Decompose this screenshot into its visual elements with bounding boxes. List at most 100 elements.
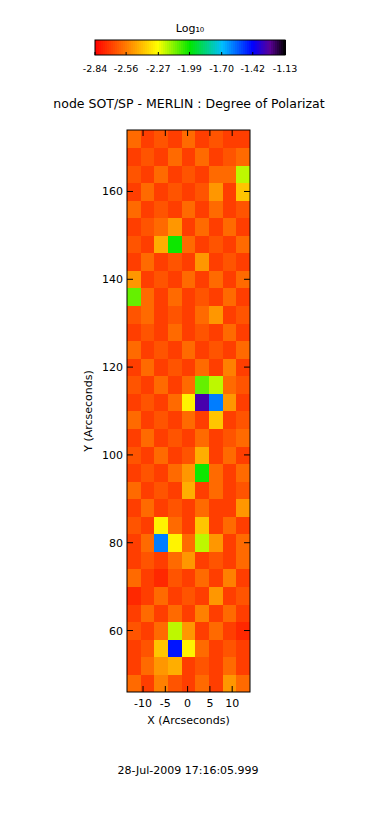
- colorbar-tick-label: -1.13: [273, 63, 298, 74]
- cell: [127, 148, 141, 166]
- cell: [154, 148, 168, 166]
- cell: [168, 130, 182, 148]
- cell: [168, 358, 182, 376]
- cell: [154, 569, 168, 587]
- cell: [154, 534, 168, 552]
- cell: [223, 674, 237, 692]
- cell: [141, 130, 155, 148]
- cell: [182, 358, 196, 376]
- chart: Log₁₀-2.84-2.56-2.27-1.99-1.70-1.42-1.13…: [0, 0, 378, 816]
- cell: [168, 499, 182, 517]
- cell: [209, 569, 223, 587]
- cell: [236, 323, 250, 341]
- cell: [182, 499, 196, 517]
- cell: [168, 218, 182, 236]
- cell: [141, 358, 155, 376]
- cell: [168, 534, 182, 552]
- cell: [168, 552, 182, 570]
- cell: [195, 306, 209, 324]
- cell: [195, 587, 209, 605]
- cell: [154, 323, 168, 341]
- cell: [195, 148, 209, 166]
- cell: [154, 235, 168, 253]
- cell: [154, 481, 168, 499]
- cell: [154, 218, 168, 236]
- cell: [195, 604, 209, 622]
- cell: [141, 569, 155, 587]
- y-tick: [244, 542, 250, 543]
- cell: [127, 393, 141, 411]
- cell: [195, 464, 209, 482]
- cell: [195, 499, 209, 517]
- cell: [127, 411, 141, 429]
- cell: [236, 516, 250, 534]
- cell: [209, 271, 223, 289]
- cell: [168, 235, 182, 253]
- cell: [168, 200, 182, 218]
- cell: [141, 481, 155, 499]
- cell: [182, 534, 196, 552]
- x-tick-label: -5: [160, 697, 171, 710]
- cell: [223, 235, 237, 253]
- cell: [127, 674, 141, 692]
- cell: [223, 376, 237, 394]
- cell: [127, 516, 141, 534]
- cell: [154, 604, 168, 622]
- cell: [182, 587, 196, 605]
- y-tick-label: 100: [102, 449, 123, 462]
- cell: [209, 552, 223, 570]
- cell: [209, 499, 223, 517]
- colorbar-tick: [221, 52, 222, 55]
- cell: [168, 429, 182, 447]
- cell: [195, 639, 209, 657]
- cell: [182, 446, 196, 464]
- cell: [182, 481, 196, 499]
- plot-frame: [127, 130, 250, 692]
- cell: [182, 165, 196, 183]
- cell: [182, 393, 196, 411]
- cell: [236, 639, 250, 657]
- cell: [141, 253, 155, 271]
- cell: [209, 534, 223, 552]
- cell: [182, 657, 196, 675]
- cell: [127, 253, 141, 271]
- cell: [209, 148, 223, 166]
- cell: [154, 253, 168, 271]
- cell: [182, 674, 196, 692]
- cell: [182, 235, 196, 253]
- cell: [154, 358, 168, 376]
- cell: [182, 253, 196, 271]
- y-axis-label: Y (Arcseconds): [82, 370, 95, 453]
- cell: [141, 200, 155, 218]
- cell: [168, 306, 182, 324]
- cell: [127, 429, 141, 447]
- cell: [209, 481, 223, 499]
- cell: [168, 411, 182, 429]
- cell: [209, 165, 223, 183]
- y-tick: [244, 367, 250, 368]
- cell: [127, 288, 141, 306]
- cell: [195, 165, 209, 183]
- cell: [223, 552, 237, 570]
- cell: [209, 358, 223, 376]
- cell: [236, 499, 250, 517]
- cell: [182, 376, 196, 394]
- colorbar-tick: [158, 52, 159, 55]
- cell: [182, 464, 196, 482]
- cell: [168, 288, 182, 306]
- cell: [127, 534, 141, 552]
- cell: [195, 516, 209, 534]
- cell: [168, 604, 182, 622]
- x-tick-label: 0: [184, 697, 191, 710]
- cell: [182, 218, 196, 236]
- cell: [141, 218, 155, 236]
- cell: [141, 393, 155, 411]
- cell: [154, 499, 168, 517]
- cell: [168, 622, 182, 640]
- cell: [141, 604, 155, 622]
- cell: [236, 235, 250, 253]
- cell: [127, 446, 141, 464]
- cell: [182, 288, 196, 306]
- cell: [168, 148, 182, 166]
- cell: [223, 499, 237, 517]
